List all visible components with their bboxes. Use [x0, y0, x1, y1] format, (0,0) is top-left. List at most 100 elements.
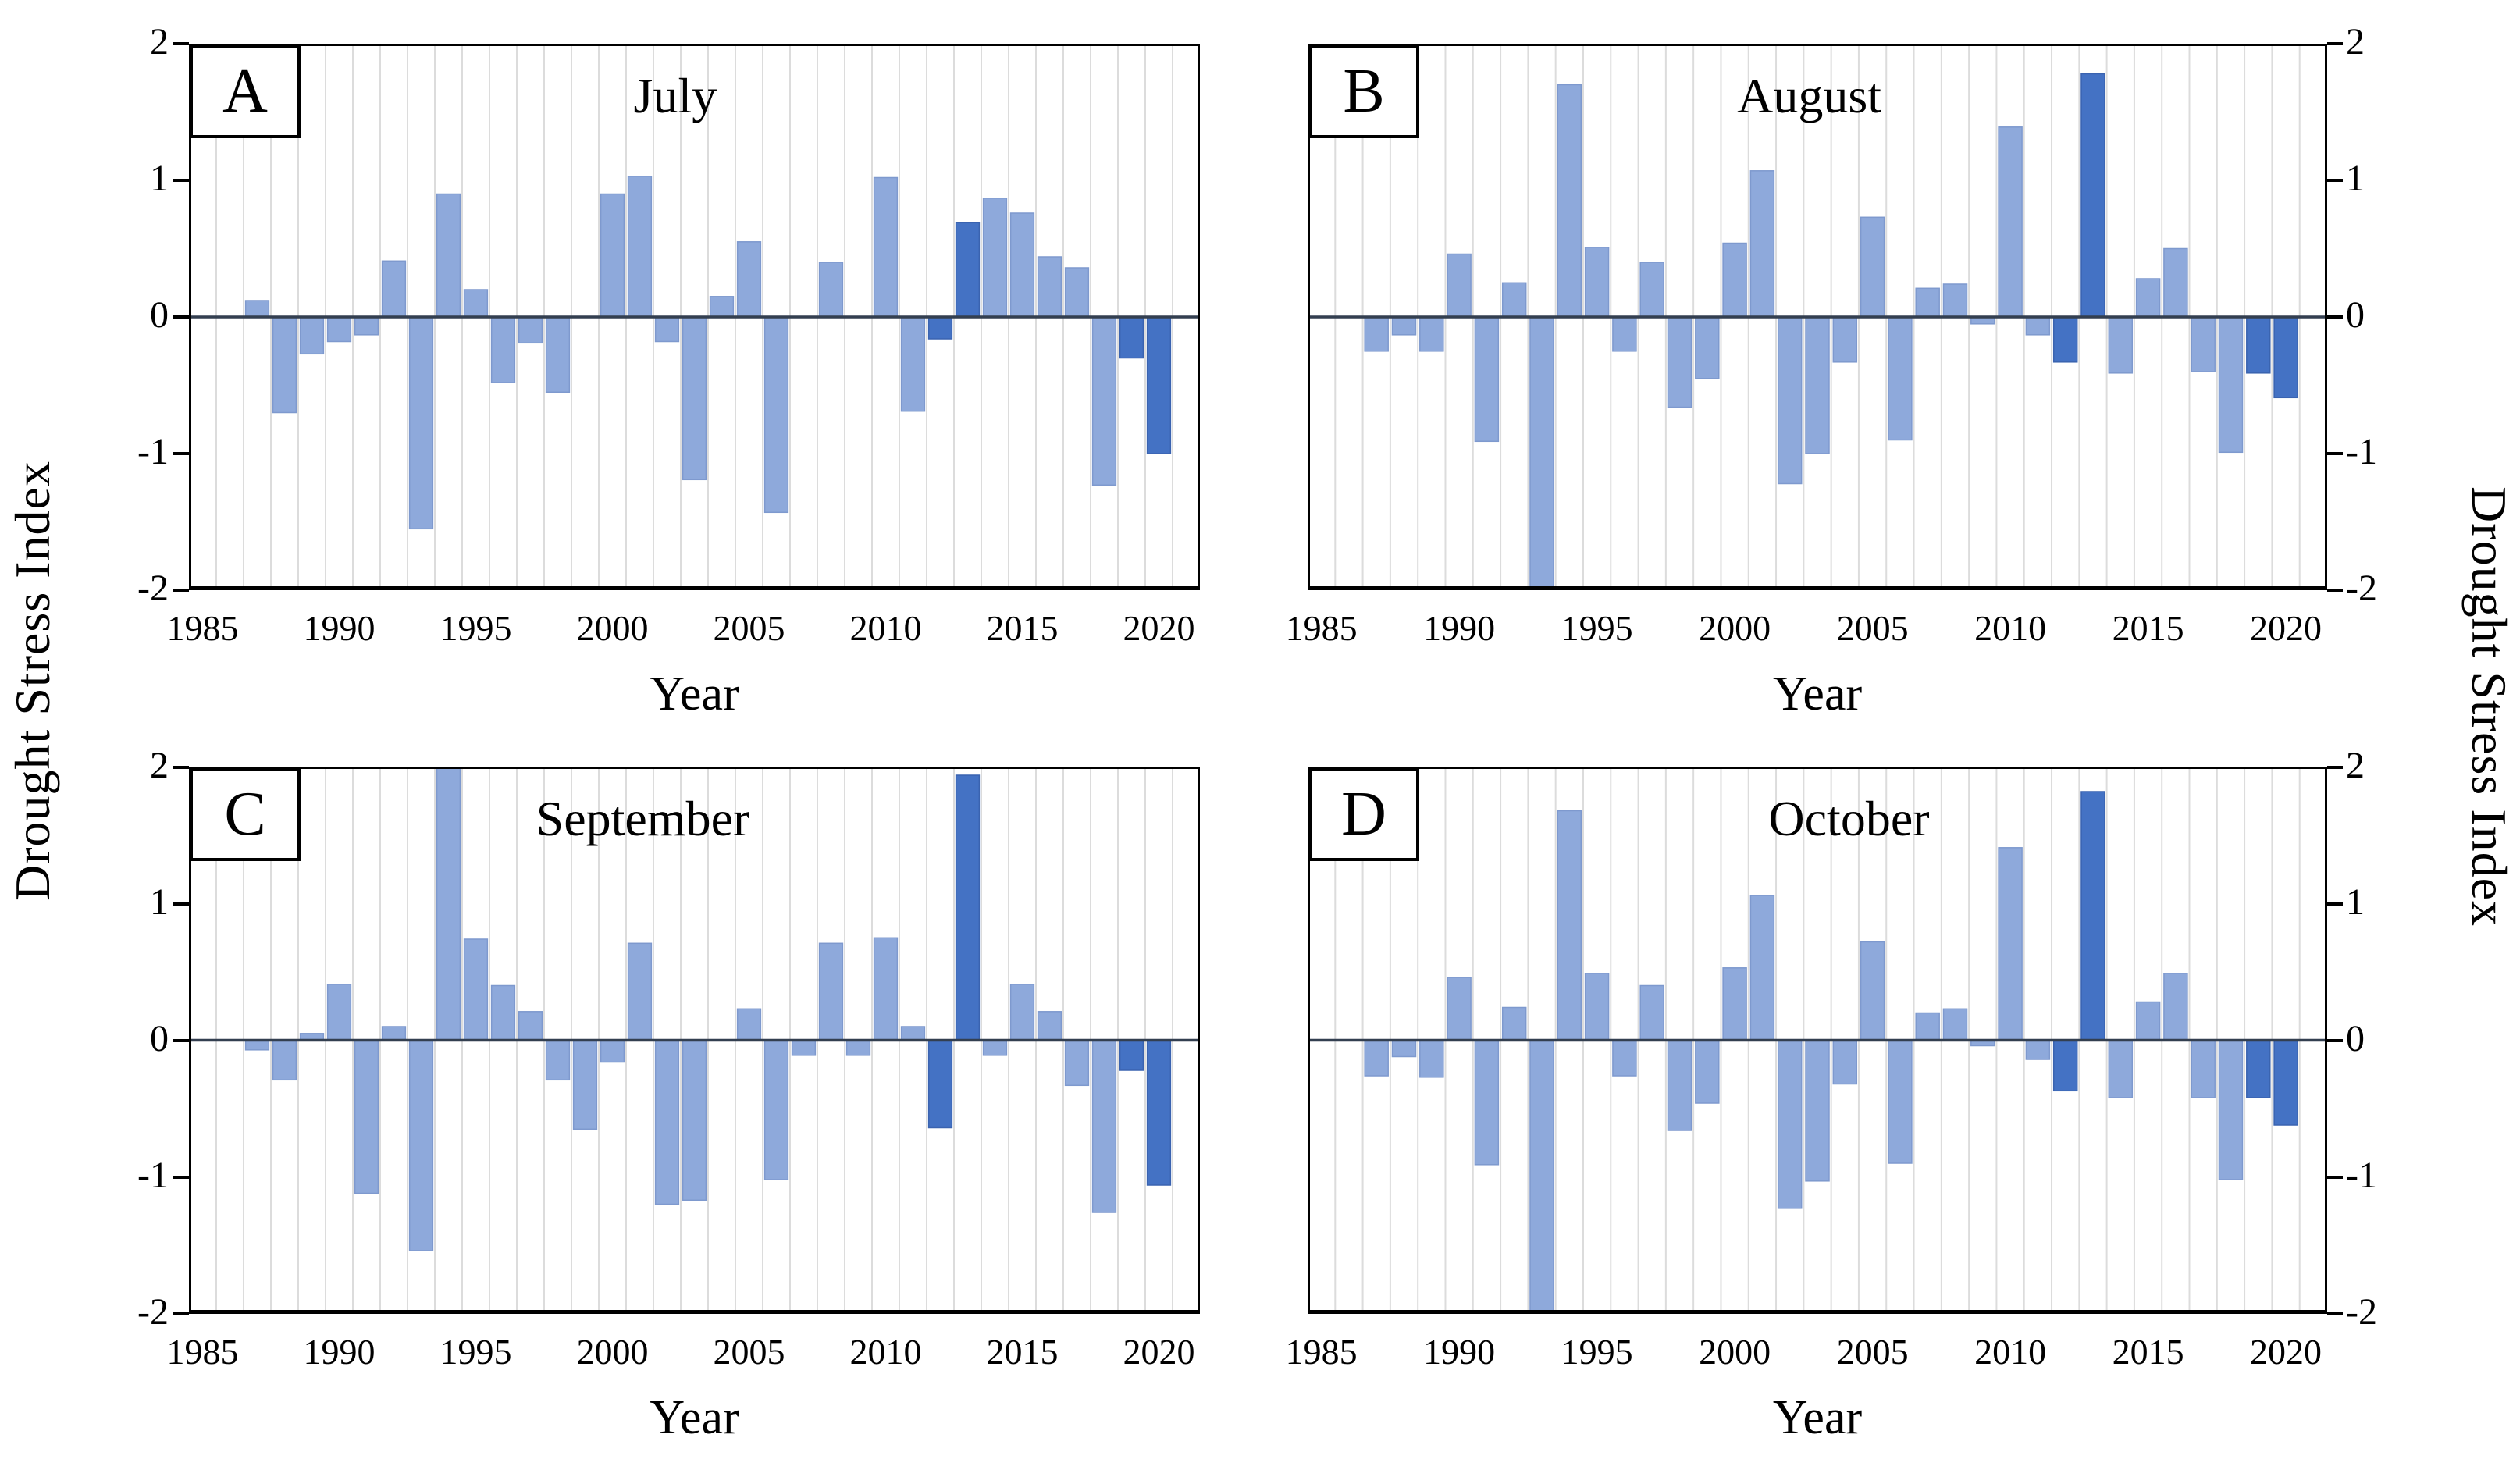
september-bar-1996: [490, 984, 516, 1041]
august-y-tick-mark: [2327, 452, 2343, 455]
october-bar-2011: [2025, 1039, 2051, 1060]
july-bar-2015: [1009, 212, 1035, 318]
october-y-tick-label: -1: [2346, 1154, 2377, 1196]
august-y-tick-label: -2: [2346, 568, 2377, 609]
july-bar-2012: [927, 316, 953, 340]
august-bar-1999: [1695, 316, 1720, 379]
september-y-tick-label: -2: [137, 1290, 169, 1333]
panel-september-x-axis-title: Year: [650, 1391, 739, 1444]
september-bar-2016: [1037, 1011, 1062, 1041]
october-x-tick-label: 2000: [1699, 1332, 1771, 1372]
july-bar-1987: [244, 300, 270, 318]
july-bar-1995: [463, 289, 489, 318]
september-bar-2018: [1091, 1039, 1117, 1213]
august-bar-1997: [1639, 262, 1664, 318]
july-bar-2013: [955, 222, 981, 318]
july-y-tick-mark: [173, 315, 189, 319]
september-bar-2007: [791, 1039, 817, 1056]
october-bar-2003: [1805, 1039, 1830, 1182]
october-bar-1987: [1364, 1039, 1389, 1077]
august-bar-1996: [1612, 316, 1637, 352]
july-bar-2014: [982, 198, 1008, 318]
september-bar-2003: [682, 1039, 707, 1201]
august-bar-2008: [1942, 283, 1968, 318]
august-bar-2010: [1998, 126, 2023, 318]
october-bar-1992: [1501, 1006, 1527, 1041]
october-y-tick-mark: [2327, 1175, 2343, 1179]
panel-july-plot: [189, 44, 1200, 590]
august-bar-1989: [1419, 316, 1444, 352]
panel-september-title: September: [536, 791, 750, 846]
july-x-tick-label: 2000: [576, 608, 649, 648]
july-bar-2019: [1119, 316, 1144, 359]
october-y-tick-label: -2: [2346, 1290, 2377, 1333]
august-bar-2001: [1749, 170, 1775, 318]
july-bar-2017: [1064, 267, 1090, 318]
october-bar-1993: [1529, 1039, 1554, 1314]
october-bar-2006: [1888, 1039, 1913, 1164]
september-bar-1999: [572, 1039, 598, 1130]
october-y-tick-mark: [2327, 765, 2343, 769]
august-x-tick-label: 2010: [1974, 608, 2047, 648]
october-x-tick-label: 1995: [1561, 1332, 1633, 1372]
july-bar-1988: [272, 316, 297, 414]
july-bar-1997: [518, 316, 543, 344]
july-bar-2004: [709, 296, 735, 318]
panel-october-title: October: [1768, 791, 1930, 846]
october-x-tick-label: 1990: [1423, 1332, 1496, 1372]
october-bar-1988: [1391, 1039, 1417, 1058]
august-bar-1994: [1557, 84, 1582, 318]
july-x-tick-label: 2010: [849, 608, 922, 648]
july-y-tick-mark: [173, 452, 189, 455]
panel-july-x-axis-title: Year: [650, 667, 739, 721]
september-bar-1991: [354, 1039, 379, 1194]
august-y-tick-label: 2: [2346, 21, 2365, 62]
september-x-tick-label: 2020: [1123, 1332, 1195, 1372]
october-bar-2004: [1832, 1039, 1858, 1085]
panel-october-plot: [1308, 767, 2327, 1314]
august-bar-2019: [2246, 316, 2271, 374]
september-bar-2020: [1146, 1039, 1172, 1186]
august-bar-2016: [2163, 247, 2188, 318]
october-bar-1994: [1557, 810, 1582, 1041]
panel-october-letter-box: D: [1308, 767, 1419, 861]
july-y-tick-mark: [173, 42, 189, 45]
august-x-tick-label: 2020: [2250, 608, 2322, 648]
october-x-tick-label: 2015: [2112, 1332, 2184, 1372]
september-y-tick-mark: [173, 1312, 189, 1315]
september-bar-1998: [545, 1039, 571, 1081]
october-bar-1999: [1695, 1039, 1720, 1104]
october-bar-2005: [1860, 941, 1885, 1041]
september-y-tick-label: 2: [150, 744, 169, 786]
july-x-tick-label: 1995: [440, 608, 512, 648]
july-bar-2001: [627, 176, 653, 318]
july-x-tick-label: 2015: [986, 608, 1059, 648]
panel-september-plot: [189, 767, 1200, 1314]
august-y-tick-mark: [2327, 42, 2343, 45]
panel-august-x-axis-title: Year: [1772, 667, 1863, 721]
august-x-tick-label: 2005: [1836, 608, 1909, 648]
july-x-tick-label: 1985: [166, 608, 239, 648]
october-bar-2000: [1722, 967, 1747, 1041]
september-bar-2001: [627, 942, 653, 1041]
september-bar-2017: [1064, 1039, 1090, 1087]
july-bar-1993: [408, 316, 434, 530]
october-y-tick-label: 0: [2346, 1017, 2365, 1059]
panel-october-x-axis-title: Year: [1772, 1391, 1863, 1444]
october-y-tick-mark: [2327, 1038, 2343, 1042]
october-bar-2016: [2163, 973, 2188, 1041]
panel-august-title: August: [1737, 68, 1881, 123]
july-y-tick-mark: [173, 589, 189, 592]
october-x-tick-label: 2005: [1836, 1332, 1909, 1372]
july-bar-1991: [354, 316, 379, 336]
august-bar-2007: [1915, 287, 1940, 318]
october-bar-2012: [2052, 1039, 2078, 1092]
september-x-tick-label: 2015: [986, 1332, 1059, 1372]
september-bar-1993: [408, 1039, 434, 1251]
august-bar-2005: [1860, 216, 1885, 318]
september-bar-2005: [736, 1008, 762, 1041]
july-bar-1989: [299, 316, 325, 355]
september-y-tick-mark: [173, 1038, 189, 1042]
panel-september-letter-box: C: [190, 767, 301, 861]
july-bar-2006: [763, 316, 789, 514]
